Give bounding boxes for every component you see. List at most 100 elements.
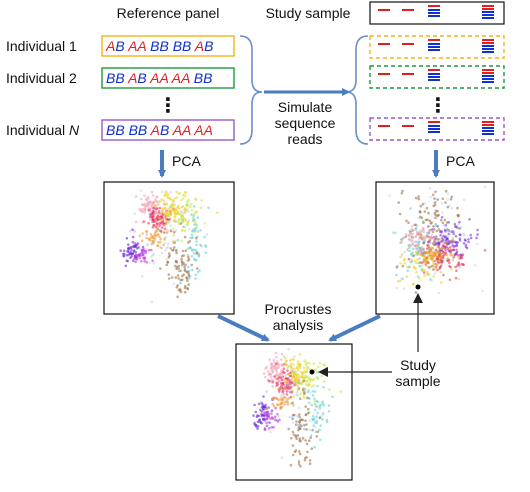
scatter-point [278, 374, 281, 377]
scatter-point [195, 244, 198, 247]
scatter-point [426, 271, 429, 274]
scatter-point [313, 446, 316, 449]
scatter-point [268, 358, 271, 361]
scatter-point [316, 422, 319, 425]
scatter-point [272, 370, 275, 373]
scatter-point [172, 205, 175, 208]
scatter-point [157, 233, 160, 236]
scatter-point [316, 435, 319, 438]
scatter-point [134, 261, 137, 264]
scatter-point [165, 203, 168, 206]
scatter-point [185, 223, 188, 226]
scatter-point [177, 274, 180, 277]
scatter-point [158, 236, 161, 239]
scatter-point [176, 296, 179, 299]
scatter-point [129, 230, 132, 233]
scatter-point [302, 423, 305, 426]
scatter-point [165, 236, 168, 239]
scatter-point [161, 252, 164, 255]
scatter-point [271, 403, 274, 406]
scatter-point [135, 221, 138, 224]
scatter-point [463, 234, 466, 237]
scatter-point [395, 232, 398, 235]
scatter-point [148, 238, 151, 241]
scatter-point [268, 427, 271, 430]
scatter-point [290, 375, 293, 378]
scatter-point [281, 393, 284, 396]
scatter-point [283, 371, 286, 374]
scatter-point [435, 201, 438, 204]
scatter-point [190, 213, 193, 216]
scatter-point [392, 231, 395, 234]
scatter-point [291, 416, 294, 419]
svg-text:Procrustes: Procrustes [265, 301, 332, 317]
scatter-point [450, 230, 453, 233]
scatter-point [306, 397, 309, 400]
scatter-point [203, 222, 206, 225]
scatter-point [190, 264, 193, 267]
scatter-point [281, 353, 284, 356]
scatter-point [429, 247, 432, 250]
scatter-point [405, 233, 408, 236]
scatter-point [459, 237, 462, 240]
scatter-point [299, 393, 302, 396]
scatter-point [440, 261, 443, 264]
scatter-point [444, 219, 447, 222]
scatter-point [284, 387, 287, 390]
genotype-string: BB AB AA AA BB [106, 70, 212, 86]
scatter-point [305, 428, 308, 431]
scatter-point [311, 385, 314, 388]
scatter-point [400, 277, 403, 280]
scatter-point [315, 415, 318, 418]
scatter-point [438, 242, 441, 245]
scatter-point [436, 215, 439, 218]
scatter-point [186, 201, 189, 204]
scatter-point [298, 450, 301, 453]
scatter-point [252, 414, 255, 417]
scatter-point [452, 257, 455, 260]
scatter-point [309, 429, 312, 432]
scatter-point [180, 199, 183, 202]
scatter-point [311, 447, 314, 450]
scatter-point [187, 283, 190, 286]
scatter-point [455, 269, 458, 272]
scatter-point [290, 379, 293, 382]
scatter-point [319, 439, 322, 442]
scatter-point [297, 360, 300, 363]
scatter-point [278, 415, 281, 418]
scatter-point [152, 262, 155, 265]
scatter-point [132, 236, 135, 239]
scatter-point [450, 196, 453, 199]
scatter-point [416, 232, 419, 235]
scatter-point [467, 238, 470, 241]
scatter-point [155, 200, 158, 203]
scatter-point [308, 402, 311, 405]
scatter-point [278, 380, 281, 383]
scatter-point [425, 264, 428, 267]
scatter-point [163, 202, 166, 205]
scatter-point [309, 380, 312, 383]
scatter-point [299, 353, 302, 356]
scatter-point [196, 267, 199, 270]
scatter-point [446, 221, 449, 224]
scatter-point [207, 207, 210, 210]
scatter-point [449, 254, 452, 257]
scatter-point [159, 207, 162, 210]
scatter-point [278, 419, 281, 422]
scatter-point [275, 362, 278, 365]
scatter-point [308, 376, 311, 379]
scatter-point [422, 241, 425, 244]
scatter-point [161, 191, 164, 194]
scatter-point [182, 194, 185, 197]
scatter-point [445, 238, 448, 241]
scatter-point [289, 383, 292, 386]
scatter-point [296, 373, 299, 376]
scatter-point [145, 250, 148, 253]
scatter-point [143, 220, 146, 223]
scatter-point [475, 237, 478, 240]
scatter-point [260, 422, 263, 425]
scatter-point [125, 265, 128, 268]
scatter-point [193, 252, 196, 255]
scatter-point [184, 263, 187, 266]
scatter-point [429, 220, 432, 223]
